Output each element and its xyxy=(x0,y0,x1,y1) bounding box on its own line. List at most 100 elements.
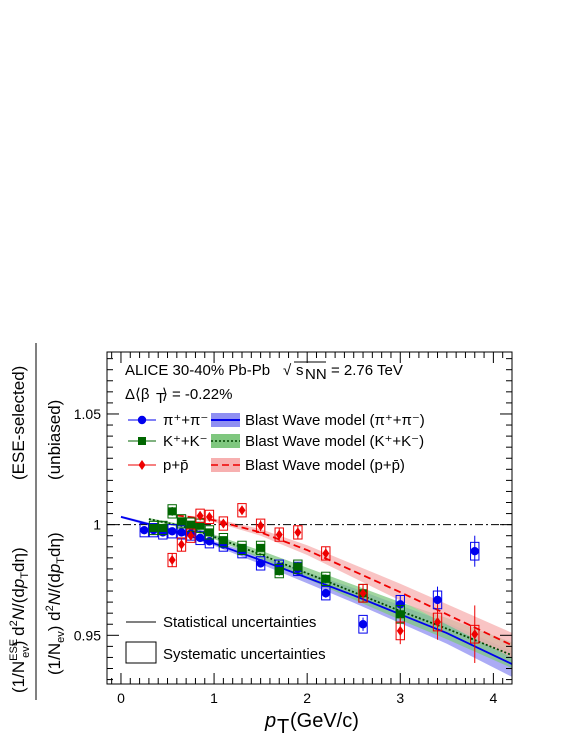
legend-syst-label: Systematic uncertainties xyxy=(163,646,326,663)
point-0-7 xyxy=(205,537,214,546)
point-2-2 xyxy=(187,530,195,541)
syst-box-1-9 xyxy=(255,540,266,556)
legend-pion-label: π⁺+π⁻ xyxy=(163,412,208,429)
x-axis-title: (GeV/c) xyxy=(290,710,359,732)
annotation-energy: = 2.76 TeV xyxy=(331,362,403,379)
point-2-12 xyxy=(396,625,404,636)
point-2-9 xyxy=(294,527,302,538)
legend: π⁺+π⁻ K⁺+K⁻ p+p̄ Blast Wave model (π⁺+π⁻… xyxy=(125,412,425,664)
x-axis-title-var: p xyxy=(264,710,276,732)
legend-bw-kaon-band xyxy=(211,434,240,448)
point-1-10 xyxy=(275,567,284,576)
point-1-14 xyxy=(396,610,405,619)
point-0-0 xyxy=(140,525,149,535)
x-axis-title-sub: T xyxy=(277,716,289,738)
legend-proton-label: p+p̄ xyxy=(163,457,188,474)
axis-ticks: 0 1 2 3 4 0.95 1 1.05 xyxy=(74,352,513,706)
syst-box-1-7 xyxy=(218,532,229,548)
y-axis-title-outer-group: (1/NESEev) d2N/(dpTdη) (ESE-selected) xyxy=(8,366,32,693)
x-tick-label: 2 xyxy=(303,690,311,706)
point-2-13 xyxy=(434,617,442,628)
y-axis-title-outer-formula: (1/NESEev) d2N/(dpTdη) xyxy=(8,547,32,693)
annotation-beta-sub: T xyxy=(156,390,165,407)
point-1-8 xyxy=(238,543,246,552)
point-1-1 xyxy=(158,523,167,532)
point-0-14 xyxy=(358,620,368,629)
point-1-5 xyxy=(196,521,205,530)
point-2-7 xyxy=(257,520,265,531)
point-0-4 xyxy=(177,528,186,537)
y-axis-title-inner-formula: (1/Nev) d2N/(dpTdη) xyxy=(44,532,67,675)
model-line-1 xyxy=(148,518,513,657)
annotation-sqrt-symbol: √ xyxy=(283,362,292,379)
annotation-beta: = -0.22% xyxy=(172,386,232,403)
syst-box-1-12 xyxy=(321,571,331,587)
annotation-sqrt-nn: NN xyxy=(305,366,327,383)
point-2-8 xyxy=(275,529,283,540)
data-points xyxy=(139,503,480,663)
point-2-3 xyxy=(196,510,204,521)
legend-pion-marker xyxy=(137,415,147,425)
point-2-1 xyxy=(177,539,185,550)
point-0-3 xyxy=(167,527,177,536)
point-2-14 xyxy=(471,629,479,640)
point-1-12 xyxy=(321,574,330,583)
syst-box-1-6 xyxy=(204,525,215,540)
point-1-11 xyxy=(293,562,302,571)
point-0-6 xyxy=(195,533,205,543)
y-tick-label: 1.05 xyxy=(74,406,101,422)
point-2-5 xyxy=(219,518,227,529)
point-1-9 xyxy=(256,543,265,552)
syst-box-1-1 xyxy=(158,520,168,536)
point-2-11 xyxy=(359,588,367,599)
y-tick-label: 0.95 xyxy=(74,627,101,643)
syst-box-2-3 xyxy=(195,508,205,523)
point-0-16 xyxy=(433,595,442,605)
annotation-system: ALICE 30-40% Pb-Pb xyxy=(125,362,270,379)
syst-box-2-4 xyxy=(204,509,215,525)
x-tick-label: 1 xyxy=(210,690,218,706)
syst-box-1-8 xyxy=(237,540,247,556)
y-axis-title-inner-group: (1/Nev) d2N/(dpTdη) (unbiased) xyxy=(44,400,67,675)
y-axis-title-inner: (unbiased) xyxy=(45,400,64,480)
legend-syst-box xyxy=(125,641,157,664)
legend-kaon-marker xyxy=(138,437,146,445)
point-1-2 xyxy=(168,507,177,516)
point-1-6 xyxy=(205,528,214,537)
point-1-3 xyxy=(177,517,186,526)
point-2-4 xyxy=(205,511,213,522)
x-tick-label: 4 xyxy=(489,690,497,706)
point-0-15 xyxy=(396,600,405,609)
point-1-7 xyxy=(219,536,228,545)
legend-bw-kaon-label: Blast Wave model (K⁺+K⁻) xyxy=(245,433,424,450)
legend-kaon-label: K⁺+K⁻ xyxy=(163,433,208,450)
point-0-17 xyxy=(470,547,479,556)
point-2-6 xyxy=(238,505,246,516)
y-axis-title-outer: (ESE-selected) xyxy=(9,366,28,480)
syst-box-2-7 xyxy=(255,518,266,533)
point-1-0 xyxy=(149,523,158,532)
point-2-0 xyxy=(168,555,176,566)
y-tick-label: 1 xyxy=(93,517,101,533)
x-tick-label: 0 xyxy=(117,690,125,706)
syst-box-2-2 xyxy=(186,528,196,543)
legend-bw-proton-label: Blast Wave model (p+p̄) xyxy=(245,457,405,474)
legend-bw-pion-label: Blast Wave model (π⁺+π⁻) xyxy=(245,412,425,429)
syst-box-1-3 xyxy=(176,514,187,529)
annotation-sqrt-s: s xyxy=(296,362,304,379)
annotation-beta-close: ⟩ xyxy=(162,386,168,403)
legend-proton-marker xyxy=(138,460,146,470)
syst-box-2-5 xyxy=(218,516,229,531)
syst-box-1-2 xyxy=(167,504,177,519)
point-2-10 xyxy=(322,548,330,559)
syst-box-2-6 xyxy=(237,503,247,518)
point-0-10 xyxy=(256,559,265,568)
point-1-4 xyxy=(186,520,195,529)
legend-stat-label: Statistical uncertainties xyxy=(163,614,316,631)
syst-box-1-10 xyxy=(274,563,284,579)
syst-box-1-11 xyxy=(293,559,303,574)
plot-frame xyxy=(106,351,513,685)
annotation-beta-symbol: Δ⟨β xyxy=(125,386,150,403)
x-tick-label: 3 xyxy=(396,690,404,706)
